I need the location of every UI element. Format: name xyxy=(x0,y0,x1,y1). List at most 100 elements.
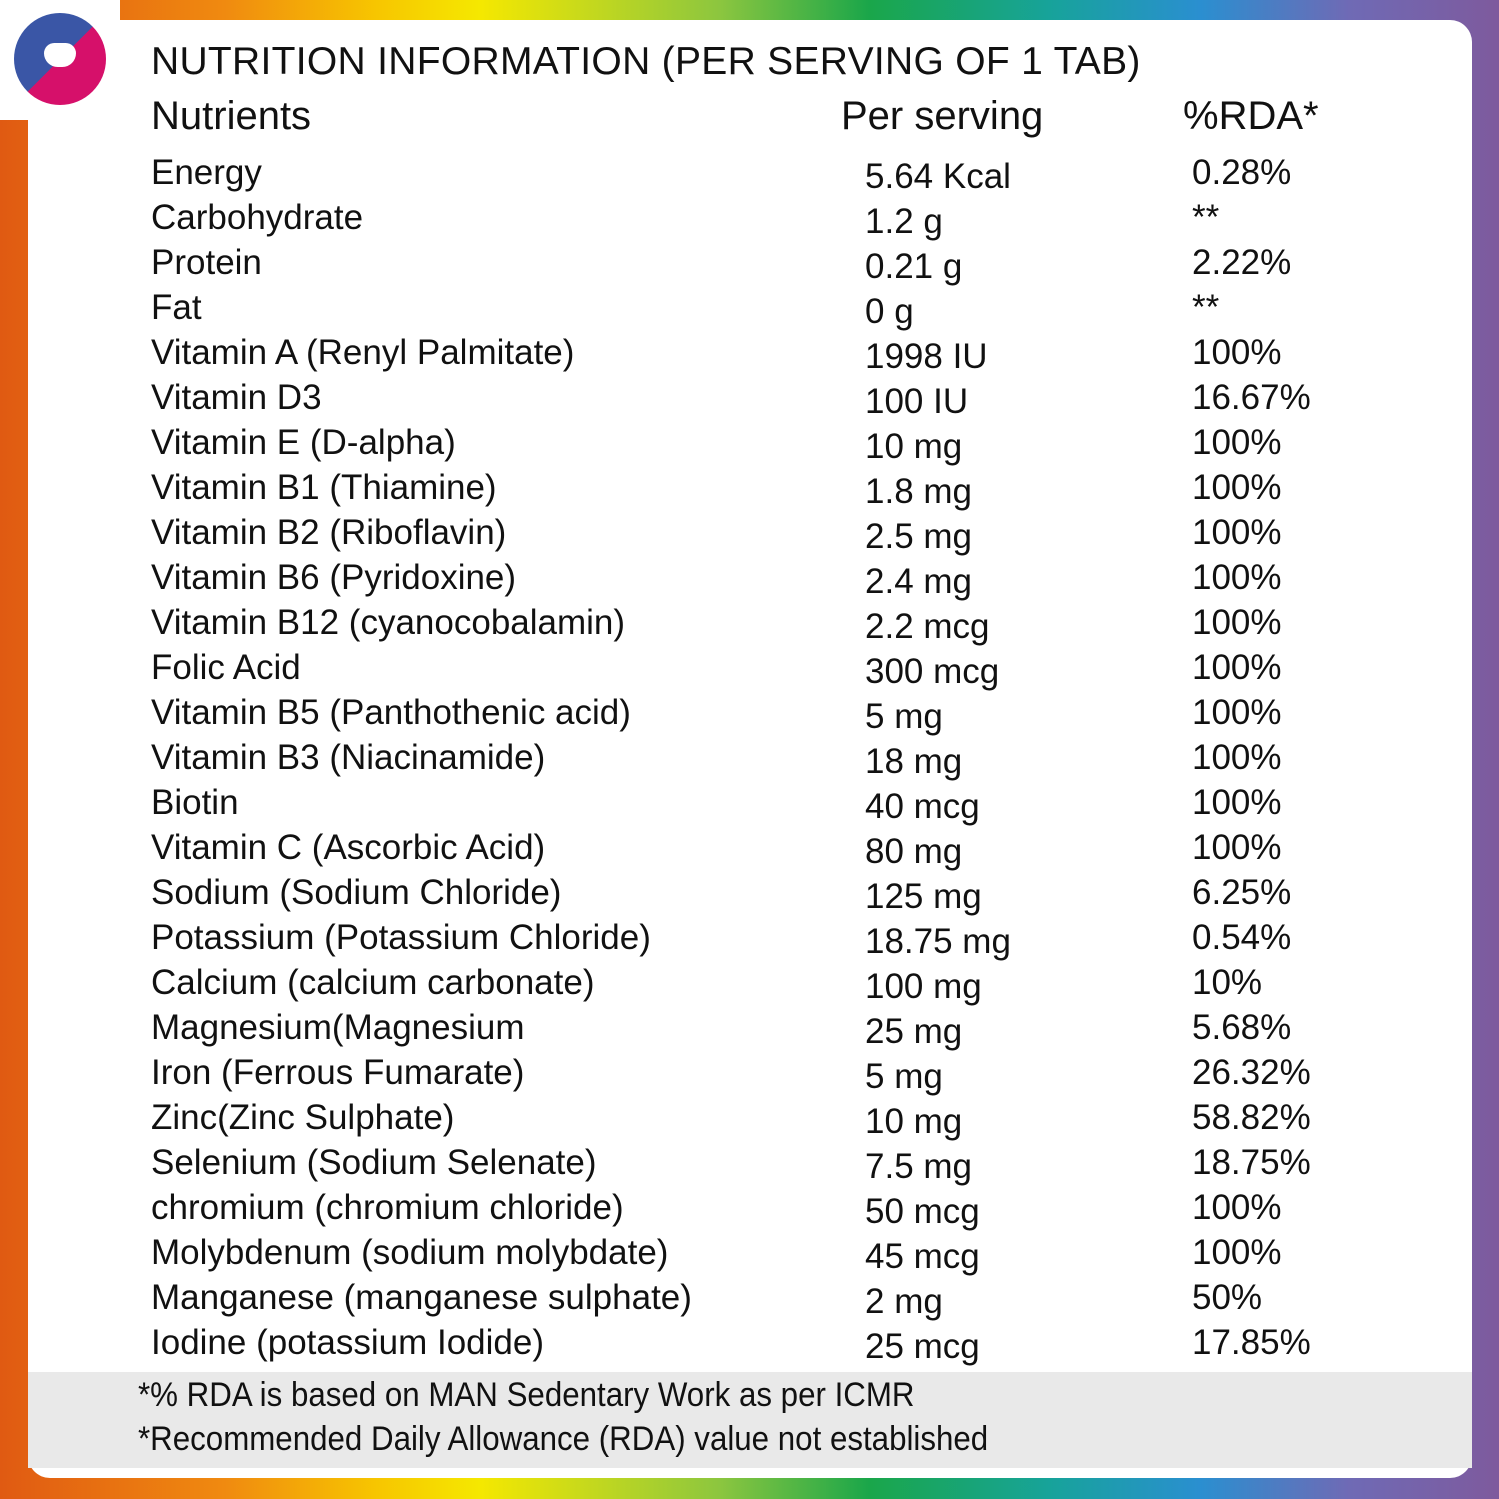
rda-value: 10% xyxy=(1192,963,1263,1002)
table-row: Biotin 40 mcg 100% xyxy=(0,783,1499,828)
table-row: Carbohydrate 1.2 g ** xyxy=(0,198,1499,243)
table-row: Vitamin D3 100 IU 16.67% xyxy=(0,378,1499,423)
rda-value: 100% xyxy=(1192,738,1282,777)
per-serving-value: 80 mg xyxy=(865,832,963,871)
footnote-rda-basis: *% RDA is based on MAN Sedentary Work as… xyxy=(138,1376,915,1414)
table-row: Selenium (Sodium Selenate) 7.5 mg 18.75% xyxy=(0,1143,1499,1188)
header-per-serving: Per serving xyxy=(841,94,1044,138)
footnotes: *% RDA is based on MAN Sedentary Work as… xyxy=(28,1372,1472,1468)
nutrient-name: Vitamin B5 (Panthothenic acid) xyxy=(151,693,631,732)
nutrient-name: Selenium (Sodium Selenate) xyxy=(151,1143,597,1182)
table-row: Fat 0 g ** xyxy=(0,288,1499,333)
rda-value: 16.67% xyxy=(1192,378,1311,417)
rda-value: 0.54% xyxy=(1192,918,1292,957)
table-row: chromium (chromium chloride) 50 mcg 100% xyxy=(0,1188,1499,1233)
rda-value: 100% xyxy=(1192,783,1282,822)
table-row: Molybdenum (sodium molybdate) 45 mcg 100% xyxy=(0,1233,1499,1278)
rda-value: 5.68% xyxy=(1192,1008,1292,1047)
footnote-rda-not-established: *Recommended Daily Allowance (RDA) value… xyxy=(138,1420,989,1458)
per-serving-value: 25 mg xyxy=(865,1012,963,1051)
table-row: Energy 5.64 Kcal 0.28% xyxy=(0,153,1499,198)
per-serving-value: 1998 IU xyxy=(865,337,988,376)
table-row: Vitamin B2 (Riboflavin) 2.5 mg 100% xyxy=(0,513,1499,558)
nutrient-name: Calcium (calcium carbonate) xyxy=(151,963,595,1002)
per-serving-value: 45 mcg xyxy=(865,1237,980,1276)
table-row: Vitamin E (D-alpha) 10 mg 100% xyxy=(0,423,1499,468)
per-serving-value: 2.5 mg xyxy=(865,517,972,556)
nutrient-name: Energy xyxy=(151,153,262,192)
per-serving-value: 100 IU xyxy=(865,382,969,421)
per-serving-value: 2.4 mg xyxy=(865,562,972,601)
per-serving-value: 125 mg xyxy=(865,877,982,916)
per-serving-value: 5.64 Kcal xyxy=(865,157,1011,196)
rda-value: 100% xyxy=(1192,603,1282,642)
heart-circle-logo-icon xyxy=(14,13,106,105)
nutrient-name: Vitamin D3 xyxy=(151,378,322,417)
rda-value: 17.85% xyxy=(1192,1323,1311,1362)
per-serving-value: 40 mcg xyxy=(865,787,980,826)
nutrient-name: Zinc(Zinc Sulphate) xyxy=(151,1098,455,1137)
table-row: Potassium (Potassium Chloride) 18.75 mg 0.… xyxy=(0,918,1499,963)
nutrient-name: Magnesium(Magnesium xyxy=(151,1008,525,1047)
per-serving-value: 2 mg xyxy=(865,1282,943,1321)
per-serving-value: 25 mcg xyxy=(865,1327,980,1366)
per-serving-value: 0 g xyxy=(865,292,914,331)
table-row: Iodine (potassium Iodide) 25 mcg 17.85% xyxy=(0,1323,1499,1368)
per-serving-value: 10 mg xyxy=(865,427,963,466)
nutrient-name: Folic Acid xyxy=(151,648,301,687)
per-serving-value: 100 mg xyxy=(865,967,982,1006)
table-row: Zinc(Zinc Sulphate) 10 mg 58.82% xyxy=(0,1098,1499,1143)
rda-value: 6.25% xyxy=(1192,873,1292,912)
nutrient-name: Biotin xyxy=(151,783,239,822)
nutrient-name: Vitamin B1 (Thiamine) xyxy=(151,468,497,507)
rda-value: 100% xyxy=(1192,828,1282,867)
table-row: Vitamin C (Ascorbic Acid) 80 mg 100% xyxy=(0,828,1499,873)
table-row: Iron (Ferrous Fumarate) 5 mg 26.32% xyxy=(0,1053,1499,1098)
nutrient-name: Fat xyxy=(151,288,202,327)
rda-value: 58.82% xyxy=(1192,1098,1311,1137)
rda-value: 100% xyxy=(1192,423,1282,462)
nutrient-name: Vitamin A (Renyl Palmitate) xyxy=(151,333,575,372)
nutrient-name: Vitamin B12 (cyanocobalamin) xyxy=(151,603,626,642)
per-serving-value: 300 mcg xyxy=(865,652,1000,691)
rda-value: 50% xyxy=(1192,1278,1263,1317)
nutrient-name: Manganese (manganese sulphate) xyxy=(151,1278,692,1317)
rda-value: 18.75% xyxy=(1192,1143,1311,1182)
table-row: Vitamin B6 (Pyridoxine) 2.4 mg 100% xyxy=(0,558,1499,603)
table-row: Vitamin B5 (Panthothenic acid) 5 mg 100% xyxy=(0,693,1499,738)
nutrient-name: Vitamin B3 (Niacinamide) xyxy=(151,738,546,777)
table-row: Vitamin B3 (Niacinamide) 18 mg 100% xyxy=(0,738,1499,783)
per-serving-value: 1.8 mg xyxy=(865,472,972,511)
rda-value: 100% xyxy=(1192,693,1282,732)
rda-value: 100% xyxy=(1192,468,1282,507)
nutrient-name: Protein xyxy=(151,243,262,282)
nutrient-name: Vitamin B2 (Riboflavin) xyxy=(151,513,507,552)
per-serving-value: 5 mg xyxy=(865,697,943,736)
per-serving-value: 0.21 g xyxy=(865,247,963,286)
header-rda: %RDA* xyxy=(1183,94,1319,138)
table-row: Magnesium(Magnesium 25 mg 5.68% xyxy=(0,1008,1499,1053)
per-serving-value: 10 mg xyxy=(865,1102,963,1141)
rda-value: 0.28% xyxy=(1192,153,1292,192)
nutrient-name: Iodine (potassium Iodide) xyxy=(151,1323,544,1362)
table-row: Calcium (calcium carbonate) 100 mg 10% xyxy=(0,963,1499,1008)
logo-container xyxy=(0,0,120,120)
rda-value: 100% xyxy=(1192,333,1282,372)
nutrient-name: Vitamin C (Ascorbic Acid) xyxy=(151,828,546,867)
nutrient-name: Sodium (Sodium Chloride) xyxy=(151,873,562,912)
table-row: Vitamin A (Renyl Palmitate) 1998 IU 100% xyxy=(0,333,1499,378)
table-row: Folic Acid 300 mcg 100% xyxy=(0,648,1499,693)
rda-value: 100% xyxy=(1192,648,1282,687)
rda-value: 100% xyxy=(1192,1188,1282,1227)
header-nutrients: Nutrients xyxy=(151,94,312,138)
rda-value: ** xyxy=(1192,198,1220,237)
rda-value: ** xyxy=(1192,288,1220,327)
per-serving-value: 1.2 g xyxy=(865,202,943,241)
rda-value: 100% xyxy=(1192,558,1282,597)
rda-value: 100% xyxy=(1192,513,1282,552)
table-row: Protein 0.21 g 2.22% xyxy=(0,243,1499,288)
nutrient-name: chromium (chromium chloride) xyxy=(151,1188,624,1227)
nutrient-name: Potassium (Potassium Chloride) xyxy=(151,918,651,957)
per-serving-value: 7.5 mg xyxy=(865,1147,972,1186)
per-serving-value: 18.75 mg xyxy=(865,922,1011,961)
